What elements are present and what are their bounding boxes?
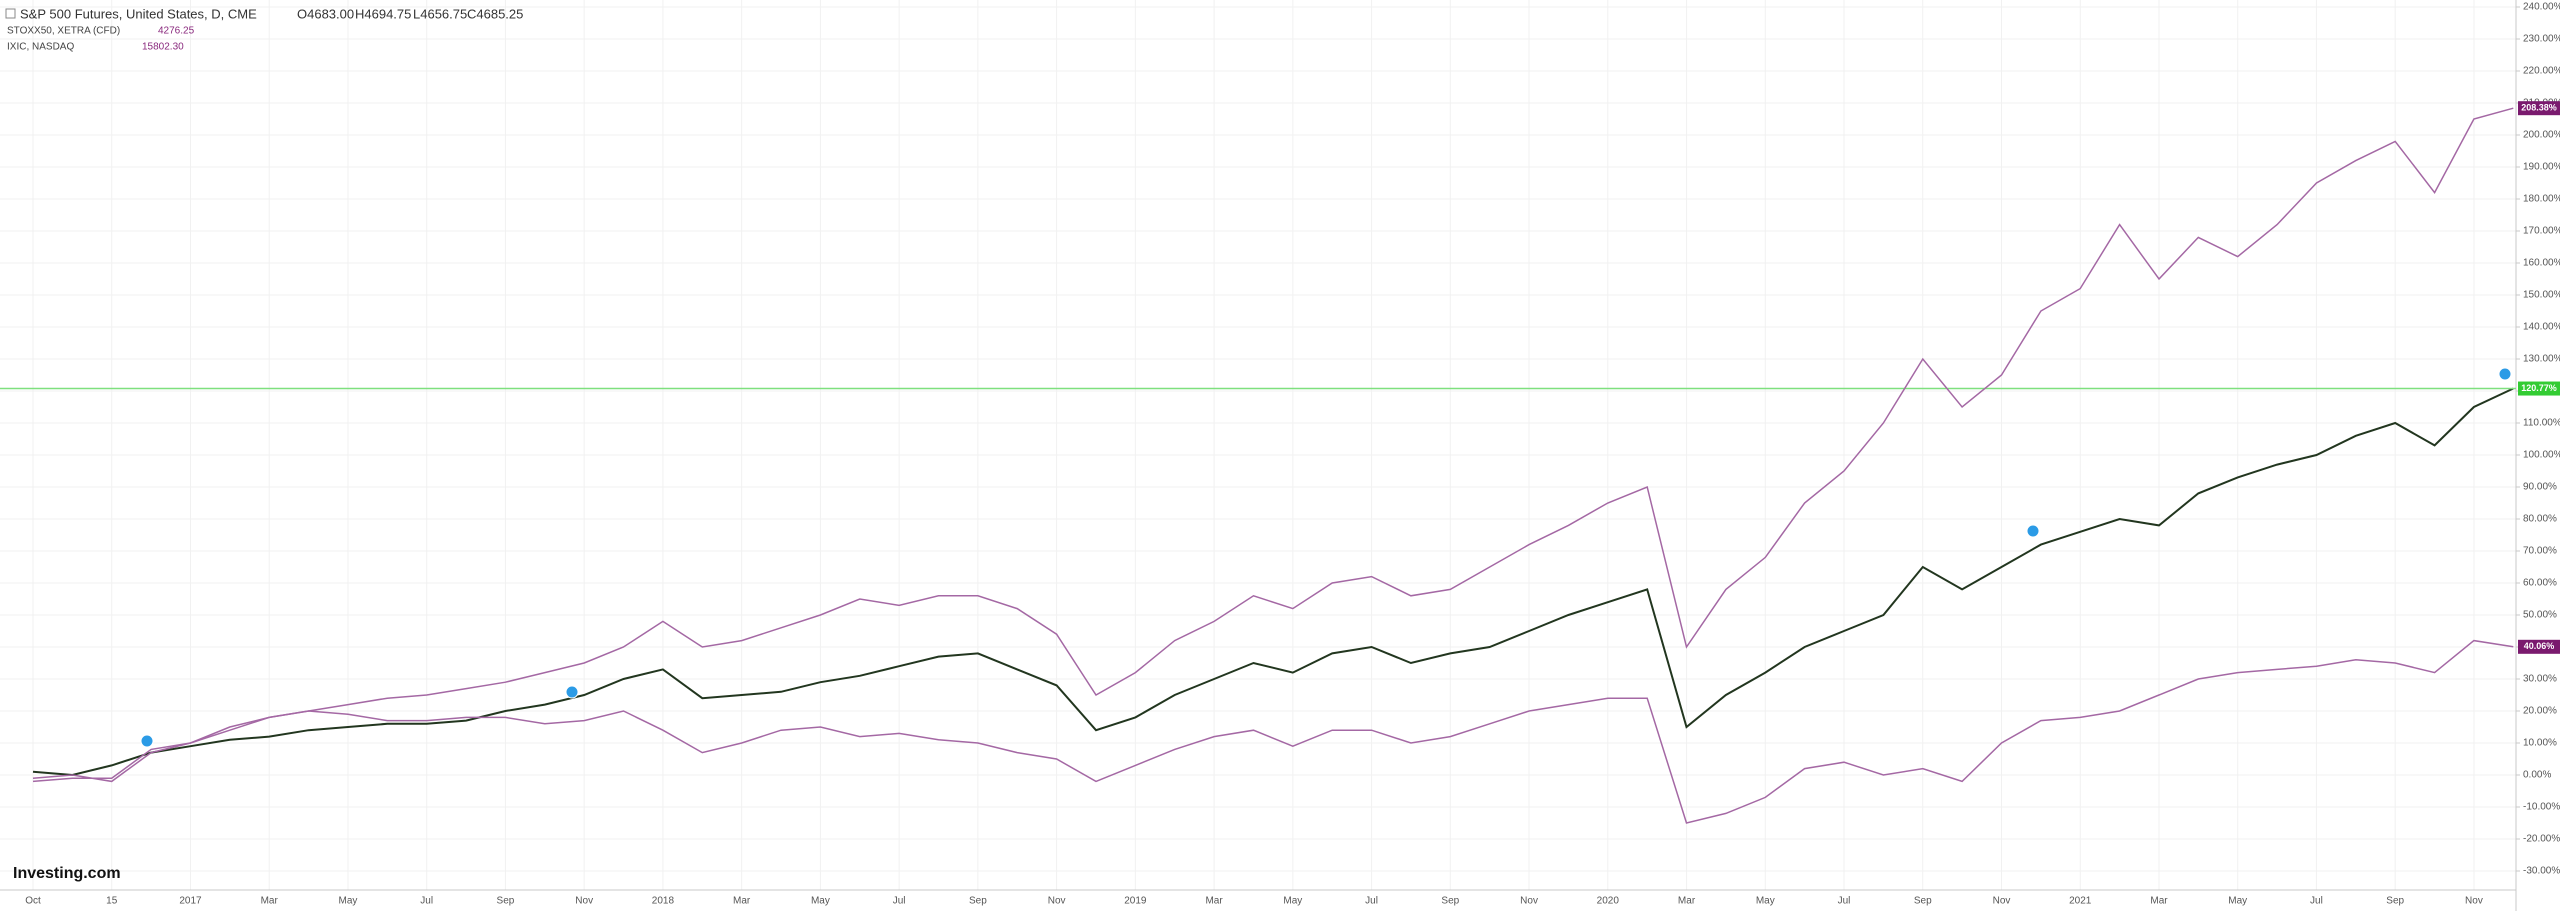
y-tick-label: 160.00% bbox=[2523, 258, 2560, 269]
ohlc-close: C4685.25 bbox=[467, 6, 523, 21]
collapse-icon[interactable] bbox=[5, 8, 16, 19]
last-value-badge bbox=[2518, 381, 2560, 396]
y-tick-label: -20.00% bbox=[2523, 834, 2560, 845]
x-tick-label: Mar bbox=[1678, 896, 1696, 907]
y-tick-label: 10.00% bbox=[2523, 738, 2557, 749]
x-tick-label: Mar bbox=[261, 896, 279, 907]
y-tick-label: 110.00% bbox=[2523, 418, 2560, 429]
legend-quote: 4276.25 bbox=[158, 26, 195, 37]
legend-entry: STOXX50, XETRA (CFD) bbox=[7, 26, 120, 37]
x-tick-label: Jul bbox=[420, 896, 433, 907]
legend-entry: IXIC, NASDAQ bbox=[7, 42, 74, 53]
series-line bbox=[32, 387, 2514, 777]
ohlc-high: H4694.75 bbox=[355, 6, 411, 21]
x-tick-label: Oct bbox=[25, 896, 41, 907]
x-tick-label: Nov bbox=[575, 896, 593, 907]
y-tick-label: 130.00% bbox=[2523, 354, 2560, 365]
x-tick-label: Sep bbox=[1441, 896, 1459, 907]
last-value-badge bbox=[2518, 101, 2560, 116]
y-tick-label: 50.00% bbox=[2523, 610, 2557, 621]
y-tick-label: 190.00% bbox=[2523, 162, 2560, 173]
y-tick-label: -30.00% bbox=[2523, 866, 2560, 877]
y-tick-label: 200.00% bbox=[2523, 130, 2560, 141]
y-tick-label: 30.00% bbox=[2523, 674, 2557, 685]
x-tick-label: May bbox=[2228, 896, 2247, 907]
ohlc-open: O4683.00 bbox=[297, 6, 354, 21]
x-tick-label: May bbox=[1283, 896, 1302, 907]
last-value-badge bbox=[2518, 639, 2560, 654]
x-tick-label: 15 bbox=[106, 896, 118, 907]
y-tick-label: 240.00% bbox=[2523, 2, 2560, 13]
y-tick-label: 0.00% bbox=[2523, 770, 2551, 781]
logo[interactable]: Investing.com bbox=[13, 865, 121, 882]
y-tick-label: 20.00% bbox=[2523, 706, 2557, 717]
plot bbox=[0, 107, 2516, 824]
event-marker[interactable] bbox=[2026, 524, 2040, 538]
y-tick-label: 140.00% bbox=[2523, 322, 2560, 333]
y-tick-label: 230.00% bbox=[2523, 34, 2560, 45]
x-tick-label: Jul bbox=[893, 896, 906, 907]
series-line bbox=[32, 639, 2514, 824]
last-value-label: 120.77% bbox=[2521, 383, 2557, 393]
y-tick-label: 90.00% bbox=[2523, 482, 2557, 493]
y-tick-label: 70.00% bbox=[2523, 546, 2557, 557]
y-tick-label: 150.00% bbox=[2523, 290, 2560, 301]
x-tick-label: Jul bbox=[2310, 896, 2323, 907]
x-tick-label: 2019 bbox=[1124, 896, 1147, 907]
x-tick-label: Sep bbox=[497, 896, 515, 907]
x-tick-label: Nov bbox=[1520, 896, 1538, 907]
event-marker[interactable] bbox=[140, 734, 154, 748]
legend-quote: 15802.30 bbox=[142, 42, 184, 53]
y-tick-label: -10.00% bbox=[2523, 802, 2560, 813]
x-tick-label: May bbox=[1756, 896, 1775, 907]
x-tick-label: Mar bbox=[1205, 896, 1223, 907]
x-tick-label: Nov bbox=[2465, 896, 2483, 907]
x-tick-label: Jul bbox=[1365, 896, 1378, 907]
x-tick-label: 2020 bbox=[1597, 896, 1620, 907]
x-tick-label: Sep bbox=[2386, 896, 2404, 907]
x-tick-label: Nov bbox=[1993, 896, 2011, 907]
grid bbox=[0, 0, 2516, 890]
y-tick-label: 80.00% bbox=[2523, 514, 2557, 525]
y-tick-label: 60.00% bbox=[2523, 578, 2557, 589]
x-tick-label: May bbox=[811, 896, 830, 907]
event-marker[interactable] bbox=[565, 685, 579, 699]
y-tick-label: 220.00% bbox=[2523, 66, 2560, 77]
x-tick-label: Nov bbox=[1048, 896, 1066, 907]
x-tick-label: May bbox=[339, 896, 358, 907]
legend-title: S&P 500 Futures, United States, D, CME bbox=[20, 6, 257, 21]
x-tick-label: 2018 bbox=[652, 896, 675, 907]
x-tick-label: 2017 bbox=[179, 896, 202, 907]
x-tick-label: 2021 bbox=[2069, 896, 2092, 907]
last-value-label: 208.38% bbox=[2521, 103, 2557, 113]
x-tick-label: Mar bbox=[733, 896, 751, 907]
y-tick-label: 100.00% bbox=[2523, 450, 2560, 461]
event-marker[interactable] bbox=[2498, 367, 2512, 381]
x-tick-label: Sep bbox=[1914, 896, 1932, 907]
last-value-label: 40.06% bbox=[2524, 641, 2555, 651]
x-tick-label: Jul bbox=[1838, 896, 1851, 907]
series-line bbox=[32, 107, 2514, 783]
x-tick-label: Mar bbox=[2150, 896, 2168, 907]
ohlc-low: L4656.75 bbox=[413, 6, 467, 21]
y-tick-label: 170.00% bbox=[2523, 226, 2560, 237]
y-tick-label: 180.00% bbox=[2523, 194, 2560, 205]
x-tick-label: Sep bbox=[969, 896, 987, 907]
